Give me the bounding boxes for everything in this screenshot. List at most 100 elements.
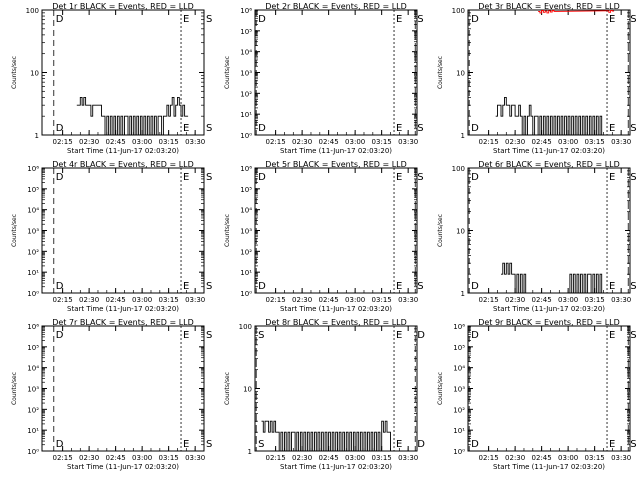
marker-label-e: E [396, 330, 402, 341]
y-tick-label: 10¹ [27, 269, 39, 277]
events-series-line [501, 262, 606, 294]
marker-label-e: E [609, 123, 615, 134]
x-tick-label: 02:30 [292, 296, 312, 304]
marker-label-e: E [396, 123, 402, 134]
marker-label-e: E [183, 281, 189, 292]
x-tick-label: 02:45 [319, 454, 339, 462]
marker-label-d: D [56, 281, 64, 292]
plot-frame [41, 167, 205, 294]
y-tick-label: 1 [248, 448, 252, 456]
marker-label-d: D [56, 439, 64, 450]
marker-label-d: D [471, 172, 479, 183]
marker-label-s: S [417, 123, 423, 134]
x-tick-label: 02:45 [319, 138, 339, 146]
marker-label-d: D [471, 14, 479, 25]
x-tick-label: 03:30 [185, 454, 205, 462]
y-tick-label: 10⁰ [453, 448, 465, 456]
x-tick-label: 02:45 [106, 296, 126, 304]
y-tick-label: 100 [452, 7, 465, 15]
y-tick-label: 100 [239, 323, 252, 331]
y-tick-label: 10⁶ [453, 323, 465, 331]
y-tick-label: 10 [243, 386, 252, 394]
x-tick-label: 02:15 [53, 454, 73, 462]
x-tick-label: 03:30 [398, 296, 418, 304]
x-tick-label: 02:30 [79, 454, 99, 462]
x-tick-label: 02:45 [532, 296, 552, 304]
panel-title: Det 6r BLACK = Events, RED = LLD [478, 160, 620, 169]
x-tick-label: 02:30 [292, 454, 312, 462]
panel-title: Det 1r BLACK = Events, RED = LLD [52, 2, 194, 11]
y-tick-label: 10⁵ [453, 344, 465, 352]
x-tick-label: 02:15 [479, 296, 499, 304]
y-tick-label: 10⁶ [27, 165, 39, 173]
x-tick-label: 03:00 [558, 138, 578, 146]
y-tick-label: 10⁵ [27, 186, 39, 194]
marker-label-s: S [417, 172, 423, 183]
marker-label-s: S [630, 439, 636, 450]
y-tick-label: 10³ [240, 228, 252, 236]
x-tick-label: 03:15 [585, 296, 605, 304]
y-tick-label: 10¹ [453, 427, 465, 435]
y-tick-label: 10 [30, 70, 39, 78]
y-tick-label: 10⁵ [240, 186, 252, 194]
marker-label-e: E [609, 330, 615, 341]
x-tick-label: 02:15 [266, 296, 286, 304]
x-tick-label: 02:45 [532, 138, 552, 146]
y-tick-label: 10² [453, 406, 465, 414]
y-tick-label: 10² [240, 90, 252, 98]
y-tick-label: 10⁰ [27, 290, 39, 298]
marker-label-s: S [630, 281, 636, 292]
panel-title: Det 3r BLACK = Events, RED = LLD [478, 2, 620, 11]
y-tick-label: 10² [240, 248, 252, 256]
x-tick-label: 03:15 [372, 454, 392, 462]
x-tick-label: 03:30 [611, 454, 631, 462]
marker-label-s: S [206, 330, 212, 341]
marker-label-s: S [630, 123, 636, 134]
marker-label-d: D [258, 14, 266, 25]
y-tick-label: 10¹ [240, 111, 252, 119]
marker-label-d: D [56, 123, 64, 134]
x-tick-label: 03:15 [585, 454, 605, 462]
x-tick-label: 03:00 [558, 454, 578, 462]
y-tick-label: 10⁴ [453, 365, 465, 373]
marker-label-e: E [183, 14, 189, 25]
y-tick-label: 100 [452, 165, 465, 173]
marker-label-s: S [258, 439, 264, 450]
y-tick-label: 10⁴ [240, 49, 252, 57]
y-tick-label: 1 [461, 132, 465, 140]
x-tick-label: 03:15 [372, 138, 392, 146]
x-tick-label: 02:15 [53, 138, 73, 146]
x-tick-label: 02:45 [106, 138, 126, 146]
y-tick-label: 1 [461, 290, 465, 298]
plot-frame [254, 9, 418, 136]
x-axis-label: Start Time (11-Jun-17 02:03:20) [280, 463, 392, 471]
marker-label-s: S [206, 172, 212, 183]
x-tick-label: 03:30 [185, 138, 205, 146]
marker-label-d: D [471, 439, 479, 450]
marker-label-e: E [609, 14, 615, 25]
x-tick-label: 03:00 [132, 296, 152, 304]
y-tick-label: 100 [26, 7, 39, 15]
x-axis-label: Start Time (11-Jun-17 02:03:20) [280, 147, 392, 155]
y-tick-label: 1 [35, 132, 39, 140]
panel-title: Det 8r BLACK = Events, RED = LLD [265, 318, 407, 327]
y-axis-label: Counts/sec [437, 214, 444, 247]
marker-label-e: E [183, 330, 189, 341]
marker-label-d: D [56, 330, 64, 341]
y-tick-label: 10⁰ [240, 290, 252, 298]
detector-panel: Det 7r BLACK = Events, RED = LLD Counts/s… [11, 318, 212, 471]
y-tick-label: 10¹ [27, 427, 39, 435]
marker-label-s: S [630, 172, 636, 183]
plot-frame [41, 325, 205, 452]
x-tick-label: 03:00 [132, 138, 152, 146]
x-axis-label: Start Time (11-Jun-17 02:03:20) [493, 305, 605, 313]
x-tick-label: 03:30 [611, 138, 631, 146]
x-tick-label: 03:30 [398, 138, 418, 146]
x-axis-label: Start Time (11-Jun-17 02:03:20) [67, 147, 179, 155]
marker-label-e: E [609, 439, 615, 450]
marker-label-s: S [630, 14, 636, 25]
lld-series-line [538, 10, 615, 14]
y-tick-label: 10⁴ [27, 365, 39, 373]
x-tick-label: 02:15 [266, 454, 286, 462]
